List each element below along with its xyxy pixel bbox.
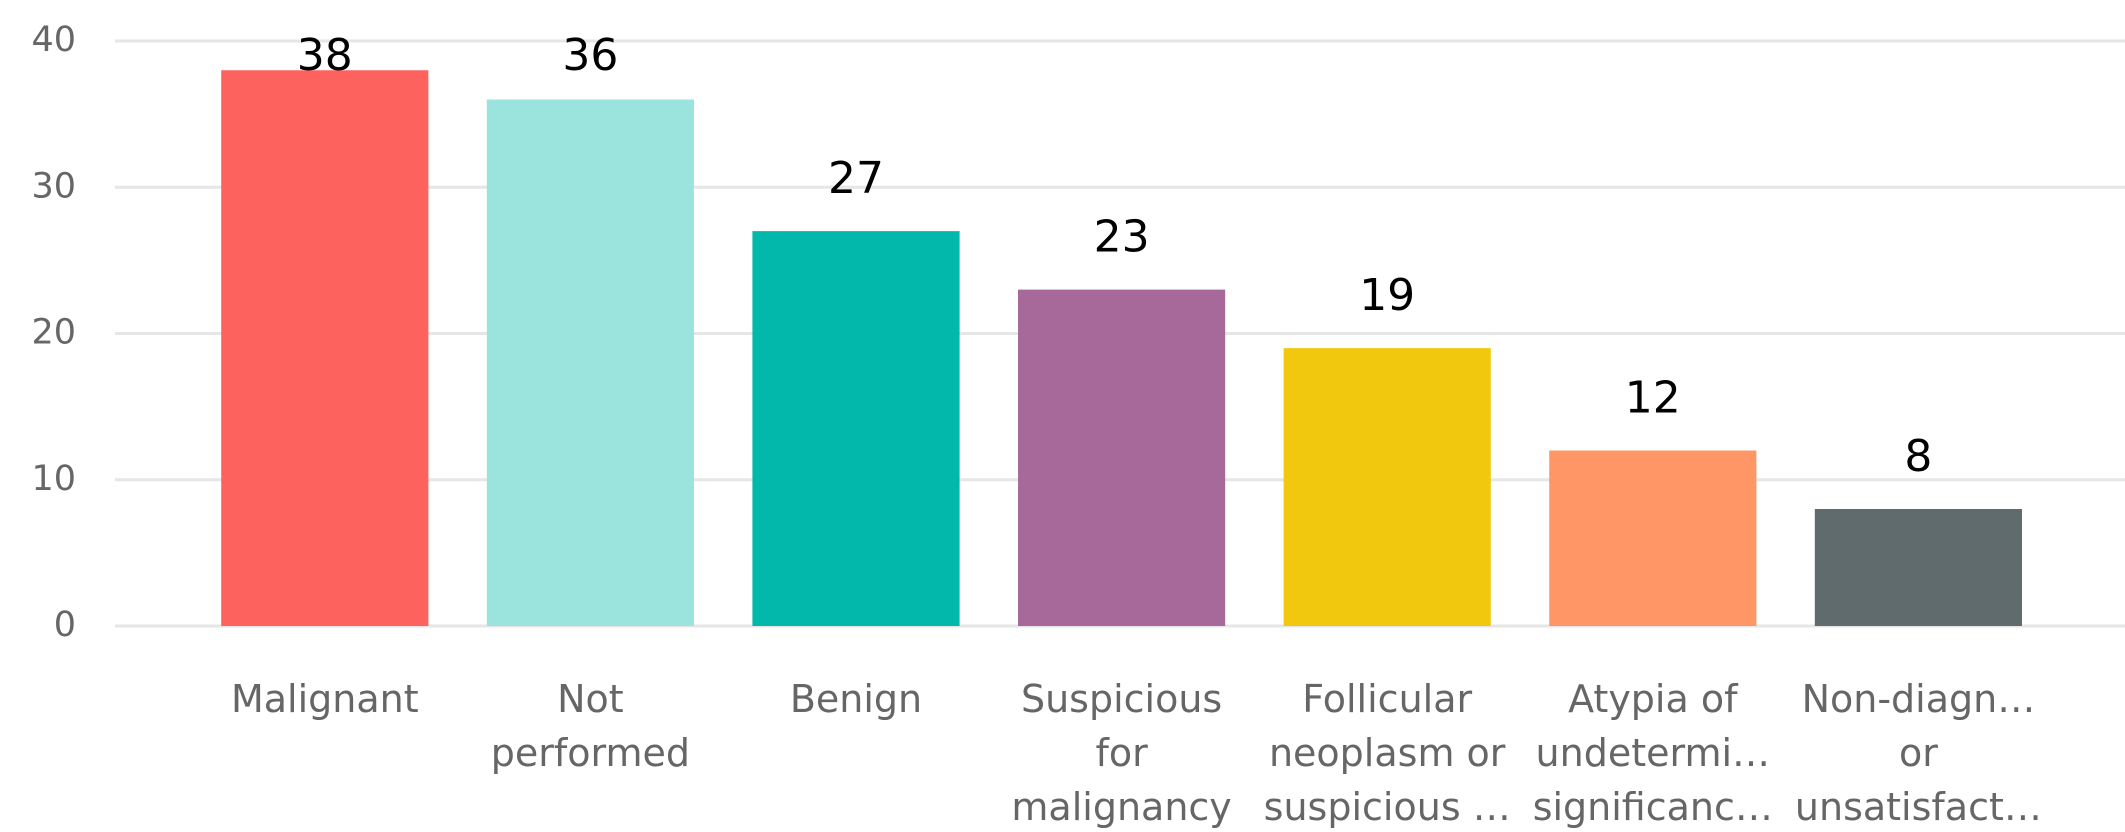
- y-tick-label: 30: [31, 166, 76, 206]
- x-tick-label-line: Not: [557, 677, 624, 721]
- y-tick-label: 40: [31, 20, 76, 60]
- x-tick-label-line: unsatisfact…: [1795, 785, 2042, 829]
- bar: [752, 231, 960, 626]
- value-label: 36: [562, 30, 618, 81]
- bar: [221, 70, 429, 626]
- value-label: 8: [1904, 431, 1932, 482]
- value-label: 12: [1625, 373, 1681, 424]
- x-tick-label-line: for: [1095, 731, 1148, 775]
- x-tick-label: Not performed: [491, 677, 690, 775]
- bar: [1018, 289, 1226, 626]
- x-tick-label-line: Suspicious: [1021, 677, 1222, 721]
- x-tick-label-line: malignancy: [1011, 785, 1231, 829]
- x-tick-label: Atypia of undetermi… significanc…: [1533, 677, 1773, 829]
- value-label: 23: [1094, 212, 1150, 263]
- x-tick-label-line: Benign: [790, 677, 922, 721]
- x-tick-label-line: performed: [491, 731, 690, 775]
- x-tick-label: Malignant: [231, 677, 419, 721]
- x-tick-label-line: neoplasm or: [1269, 731, 1506, 775]
- y-tick-label: 10: [31, 459, 76, 499]
- x-tick-label-line: suspicious …: [1264, 785, 1511, 829]
- x-tick-label-line: Non-diagn…: [1802, 677, 2036, 721]
- bar: [1814, 509, 2022, 626]
- bar: [486, 99, 694, 626]
- value-label: 38: [297, 30, 353, 81]
- x-tick-label-line: Follicular: [1302, 677, 1472, 721]
- value-label: 27: [828, 153, 884, 204]
- x-tick-label-line: undetermi…: [1536, 731, 1770, 775]
- x-tick-label-line: Malignant: [231, 677, 419, 721]
- x-tick-label-line: or: [1899, 731, 1938, 775]
- x-tick-label: Follicular neoplasm or suspicious …: [1264, 677, 1511, 829]
- x-tick-label: Suspicious for malignancy: [1011, 677, 1231, 829]
- x-tick-label: Non-diagn… or unsatisfact…: [1795, 677, 2042, 829]
- y-tick-label: 20: [31, 313, 76, 353]
- bar: [1283, 348, 1491, 626]
- x-tick-label: Benign: [790, 677, 922, 721]
- value-label: 19: [1359, 270, 1415, 321]
- y-tick-label: 0: [54, 605, 76, 645]
- x-tick-label-line: significanc…: [1533, 785, 1773, 829]
- bar: [1549, 450, 1757, 626]
- x-tick-label-line: Atypia of: [1568, 677, 1739, 721]
